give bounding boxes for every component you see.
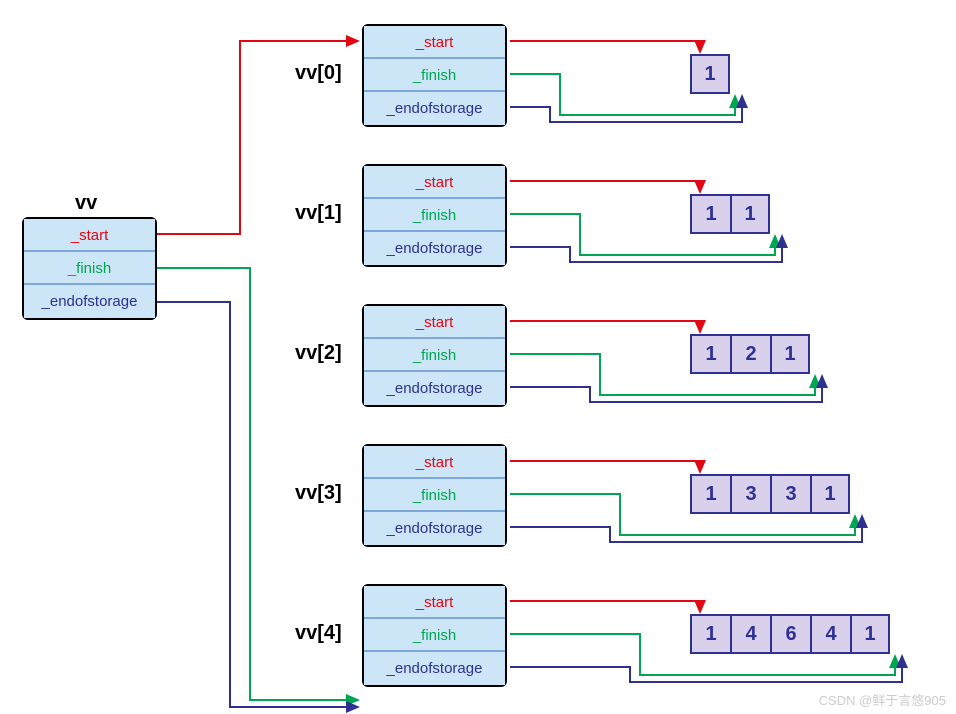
data-cell: 6 — [770, 614, 810, 654]
vv1-box: _start _finish _endofstorage — [362, 164, 507, 267]
vv1-finish: _finish — [364, 199, 505, 232]
vv-box: _start _finish _endofstorage — [22, 217, 157, 320]
vv-end-cell: _endofstorage — [24, 285, 155, 318]
data-cell: 1 — [690, 614, 730, 654]
vv1-label: vv[1] — [295, 202, 342, 225]
data-cell: 1 — [690, 194, 730, 234]
vv3-finish: _finish — [364, 479, 505, 512]
vv-title: vv — [75, 192, 97, 215]
data-cell: 4 — [730, 614, 770, 654]
watermark: CSDN @鲜于言悠905 — [819, 690, 946, 709]
vv3-start: _start — [364, 446, 505, 479]
vv4-start: _start — [364, 586, 505, 619]
data-cell: 1 — [730, 194, 770, 234]
vv0-finish: _finish — [364, 59, 505, 92]
vv3-box: _start _finish _endofstorage — [362, 444, 507, 547]
data-cell: 1 — [690, 474, 730, 514]
vv4-end: _endofstorage — [364, 652, 505, 685]
vv0-label: vv[0] — [295, 62, 342, 85]
vv3-end: _endofstorage — [364, 512, 505, 545]
vv3-label: vv[3] — [295, 482, 342, 505]
vv1-start: _start — [364, 166, 505, 199]
vv0-data: 1 — [690, 54, 730, 94]
vv0-box: _start _finish _endofstorage — [362, 24, 507, 127]
data-cell: 4 — [810, 614, 850, 654]
vv2-start: _start — [364, 306, 505, 339]
vv0-end: _endofstorage — [364, 92, 505, 125]
vv4-box: _start _finish _endofstorage — [362, 584, 507, 687]
vv2-label: vv[2] — [295, 342, 342, 365]
vv2-data: 1 2 1 — [690, 334, 810, 374]
vv-start-cell: _start — [24, 219, 155, 252]
data-cell: 3 — [730, 474, 770, 514]
data-cell: 1 — [850, 614, 890, 654]
vv3-data: 1 3 3 1 — [690, 474, 850, 514]
vv0-start: _start — [364, 26, 505, 59]
vv4-data: 1 4 6 4 1 — [690, 614, 890, 654]
vv4-finish: _finish — [364, 619, 505, 652]
data-cell: 3 — [770, 474, 810, 514]
vv1-data: 1 1 — [690, 194, 770, 234]
data-cell: 1 — [810, 474, 850, 514]
data-cell: 2 — [730, 334, 770, 374]
data-cell: 1 — [690, 334, 730, 374]
vv2-end: _endofstorage — [364, 372, 505, 405]
vv-finish-cell: _finish — [24, 252, 155, 285]
vv4-label: vv[4] — [295, 622, 342, 645]
vv2-finish: _finish — [364, 339, 505, 372]
vv1-end: _endofstorage — [364, 232, 505, 265]
vv2-box: _start _finish _endofstorage — [362, 304, 507, 407]
data-cell: 1 — [770, 334, 810, 374]
data-cell: 1 — [690, 54, 730, 94]
